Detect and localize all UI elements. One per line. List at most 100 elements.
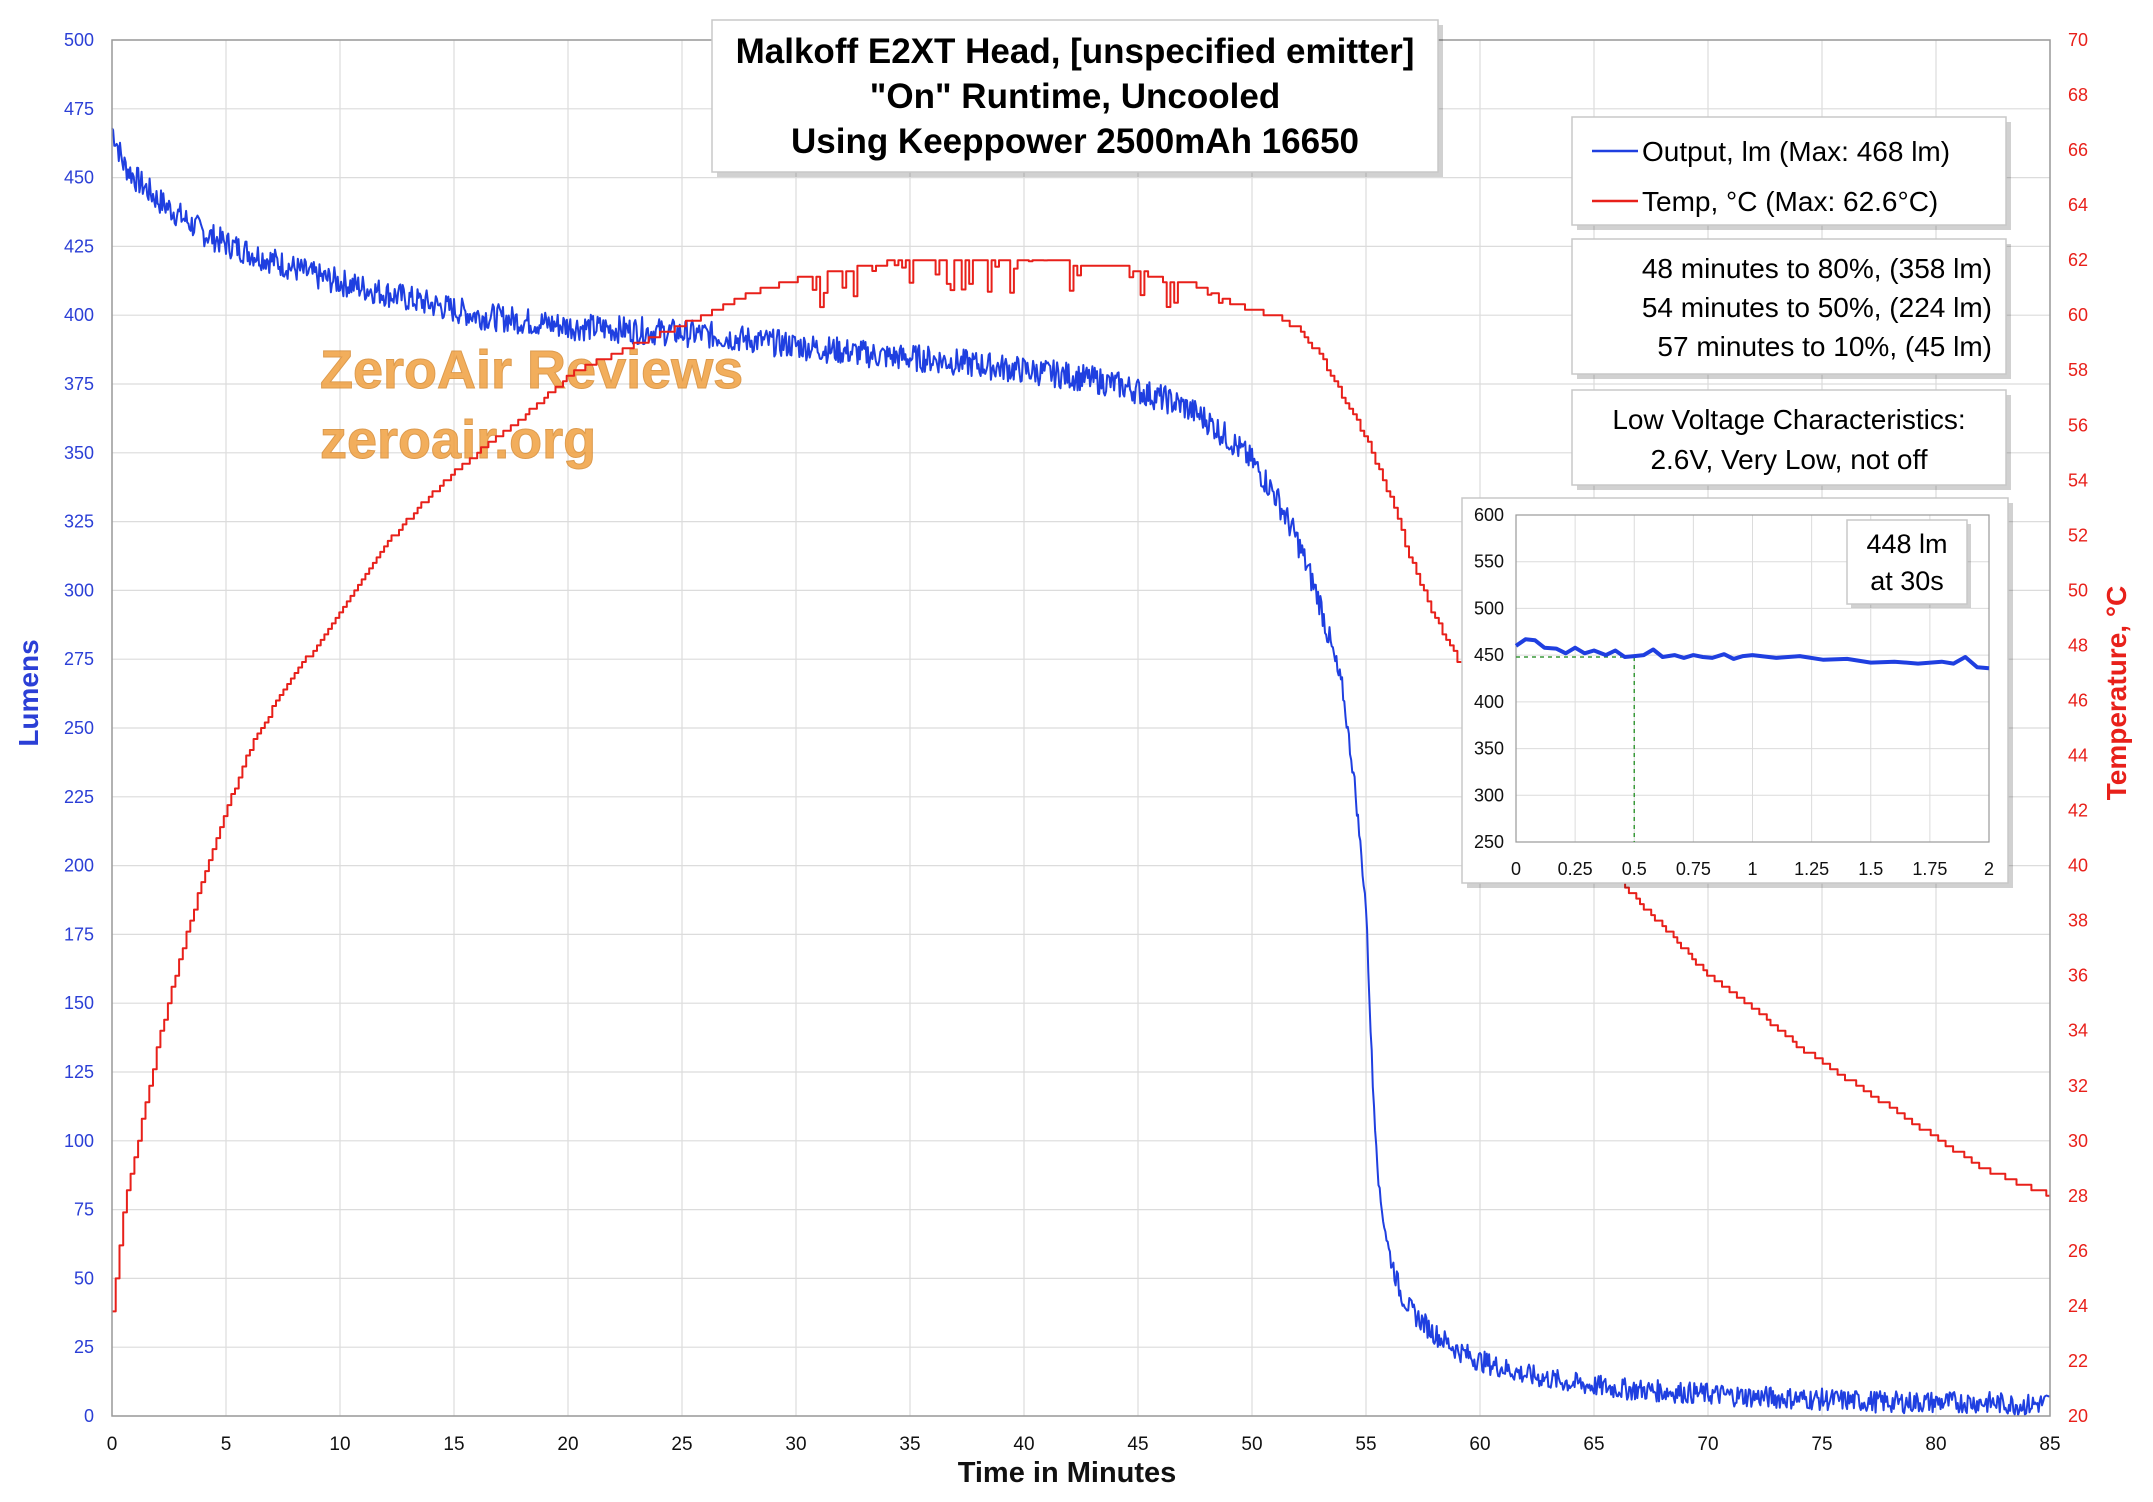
x-axis-title: Time in Minutes [958, 1457, 1177, 1489]
y-right-tick-label: 36 [2068, 966, 2088, 986]
inset-label-line: 448 lm [1866, 529, 1947, 559]
runtime-annotation-line: 54 minutes to 50%, (224 lm) [1642, 292, 1992, 323]
y-left-tick-label: 475 [64, 99, 94, 119]
legend-label-output: Output, lm (Max: 468 lm) [1642, 136, 1950, 167]
axes: 0 5 10 15 20 25 30 35 40 45 50 55 60 65 70 75 80 85 0 25 50 7… [13, 30, 2132, 1489]
inset-x-tick-label: 1.25 [1794, 859, 1829, 879]
inset-x-tick-label: 0.5 [1622, 859, 1647, 879]
y-right-tick-label: 22 [2068, 1351, 2088, 1371]
legend-box-frame [1571, 116, 2007, 226]
y-left-tick-label: 75 [74, 1200, 94, 1220]
watermark-text-group: ZeroAir Reviews zeroair.org [320, 340, 744, 471]
y-right-tick-label: 62 [2068, 250, 2088, 270]
y-left-tick-label: 150 [64, 993, 94, 1013]
chart-title-line: Malkoff E2XT Head, [unspecified emitter] [736, 32, 1415, 71]
y-left-tick-label: 250 [64, 718, 94, 738]
runtime-annotation-box: 48 minutes to 80%, (358 lm) 54 minutes to… [1571, 238, 2011, 379]
inset-plot-frame [1515, 514, 1990, 843]
inset-label-frame [1846, 519, 1968, 605]
x-tick-label: 75 [1811, 1434, 1832, 1455]
y-right-tick-label: 44 [2068, 746, 2088, 766]
y-right-tick-label: 30 [2068, 1131, 2088, 1151]
y-left-tick-label: 225 [64, 787, 94, 807]
runtime-annotation-line: 48 minutes to 80%, (358 lm) [1642, 253, 1992, 284]
y-right-tick-label: 56 [2068, 415, 2088, 435]
inset-x-tick-label: 1.5 [1858, 859, 1883, 879]
x-tick-label: 85 [2039, 1434, 2060, 1455]
y-left-tick-label: 275 [64, 649, 94, 669]
x-tick-label: 60 [1469, 1434, 1490, 1455]
y-left-axis-title: Lumens [13, 639, 44, 746]
y-right-tick-label: 60 [2068, 305, 2088, 325]
x-tick-label: 0 [107, 1434, 118, 1455]
watermark-line-1: ZeroAir Reviews [320, 340, 743, 400]
inset-output-line [1514, 637, 1990, 671]
series-layer [111, 127, 2051, 1417]
x-tick-label: 10 [329, 1434, 350, 1455]
y-right-tick-label: 66 [2068, 140, 2088, 160]
y-right-tick-label: 70 [2068, 30, 2088, 50]
low-voltage-line: Low Voltage Characteristics: [1612, 404, 1965, 435]
low-voltage-box-frame [1571, 389, 2007, 486]
y-left-tick-label: 375 [64, 374, 94, 394]
inset-y-tick-label: 250 [1474, 832, 1504, 852]
x-tick-label: 35 [899, 1434, 920, 1455]
y-left-tick-label: 100 [64, 1131, 94, 1151]
y-right-tick-label: 28 [2068, 1186, 2088, 1206]
y-left-tick-label: 175 [64, 924, 94, 944]
y-left-tick-label: 0 [84, 1406, 94, 1426]
y-right-tick-label: 40 [2068, 856, 2088, 876]
chart-title-line: "On" Runtime, Uncooled [870, 77, 1280, 116]
x-tick-label: 30 [785, 1434, 806, 1455]
inset-y-tick-label: 350 [1474, 739, 1504, 759]
watermark-line-2: zeroair.org [320, 410, 596, 470]
watermark: ZeroAir Reviews zeroair.org [320, 340, 744, 471]
y-left-tick-label: 450 [64, 168, 94, 188]
x-tick-label: 5 [221, 1434, 232, 1455]
low-voltage-box: Low Voltage Characteristics: 2.6V, Very L… [1571, 389, 2011, 490]
y-left-tick-label: 200 [64, 856, 94, 876]
low-voltage-line: 2.6V, Very Low, not off [1650, 444, 1927, 475]
y-right-tick-label: 46 [2068, 690, 2088, 710]
x-tick-label: 40 [1013, 1434, 1034, 1455]
output-series-line [111, 127, 2051, 1417]
inset-x-tick-label: 1 [1747, 859, 1757, 879]
y-right-tick-label: 26 [2068, 1241, 2088, 1261]
y-left-tick-label: 300 [64, 580, 94, 600]
y-left-tick-label: 125 [64, 1062, 94, 1082]
inset-x-tick-label: 1.75 [1912, 859, 1947, 879]
inset-y-tick-label: 600 [1474, 505, 1504, 525]
y-right-tick-label: 64 [2068, 195, 2088, 215]
y-left-tick-label: 25 [74, 1337, 94, 1357]
y-right-tick-label: 42 [2068, 801, 2088, 821]
inset-x-tick-label: 2 [1984, 859, 1994, 879]
x-tick-label: 65 [1583, 1434, 1604, 1455]
runtime-box-frame [1571, 238, 2007, 375]
legend: Output, lm (Max: 468 lm) Temp, °C (Max: 6… [1571, 116, 2011, 230]
x-tick-label: 50 [1241, 1434, 1262, 1455]
y-right-tick-label: 50 [2068, 580, 2088, 600]
x-tick-label: 45 [1127, 1434, 1148, 1455]
y-left-tick-label: 400 [64, 305, 94, 325]
y-right-tick-label: 52 [2068, 525, 2088, 545]
x-tick-label: 55 [1355, 1434, 1376, 1455]
runtime-annotation-line: 57 minutes to 10%, (45 lm) [1657, 331, 1992, 362]
y-right-tick-label: 54 [2068, 470, 2088, 490]
x-tick-label: 25 [671, 1434, 692, 1455]
x-tick-label: 70 [1697, 1434, 1718, 1455]
x-tick-label: 80 [1925, 1434, 1946, 1455]
temperature-series-line [112, 259, 2050, 1313]
y-right-axis-title: Temperature, °C [2101, 586, 2132, 801]
y-right-tick-label: 20 [2068, 1406, 2088, 1426]
y-right-tick-label: 58 [2068, 360, 2088, 380]
chart-title-line: Using Keeppower 2500mAh 16650 [791, 122, 1359, 161]
inset-y-tick-label: 300 [1474, 785, 1504, 805]
y-right-tick-label: 24 [2068, 1296, 2088, 1316]
y-right-tick-label: 68 [2068, 85, 2088, 105]
x-tick-label: 15 [443, 1434, 464, 1455]
inset-y-tick-label: 450 [1474, 645, 1504, 665]
x-tick-label: 20 [557, 1434, 578, 1455]
inset-x-tick-label: 0.25 [1558, 859, 1593, 879]
inset-label-line: at 30s [1870, 566, 1944, 596]
